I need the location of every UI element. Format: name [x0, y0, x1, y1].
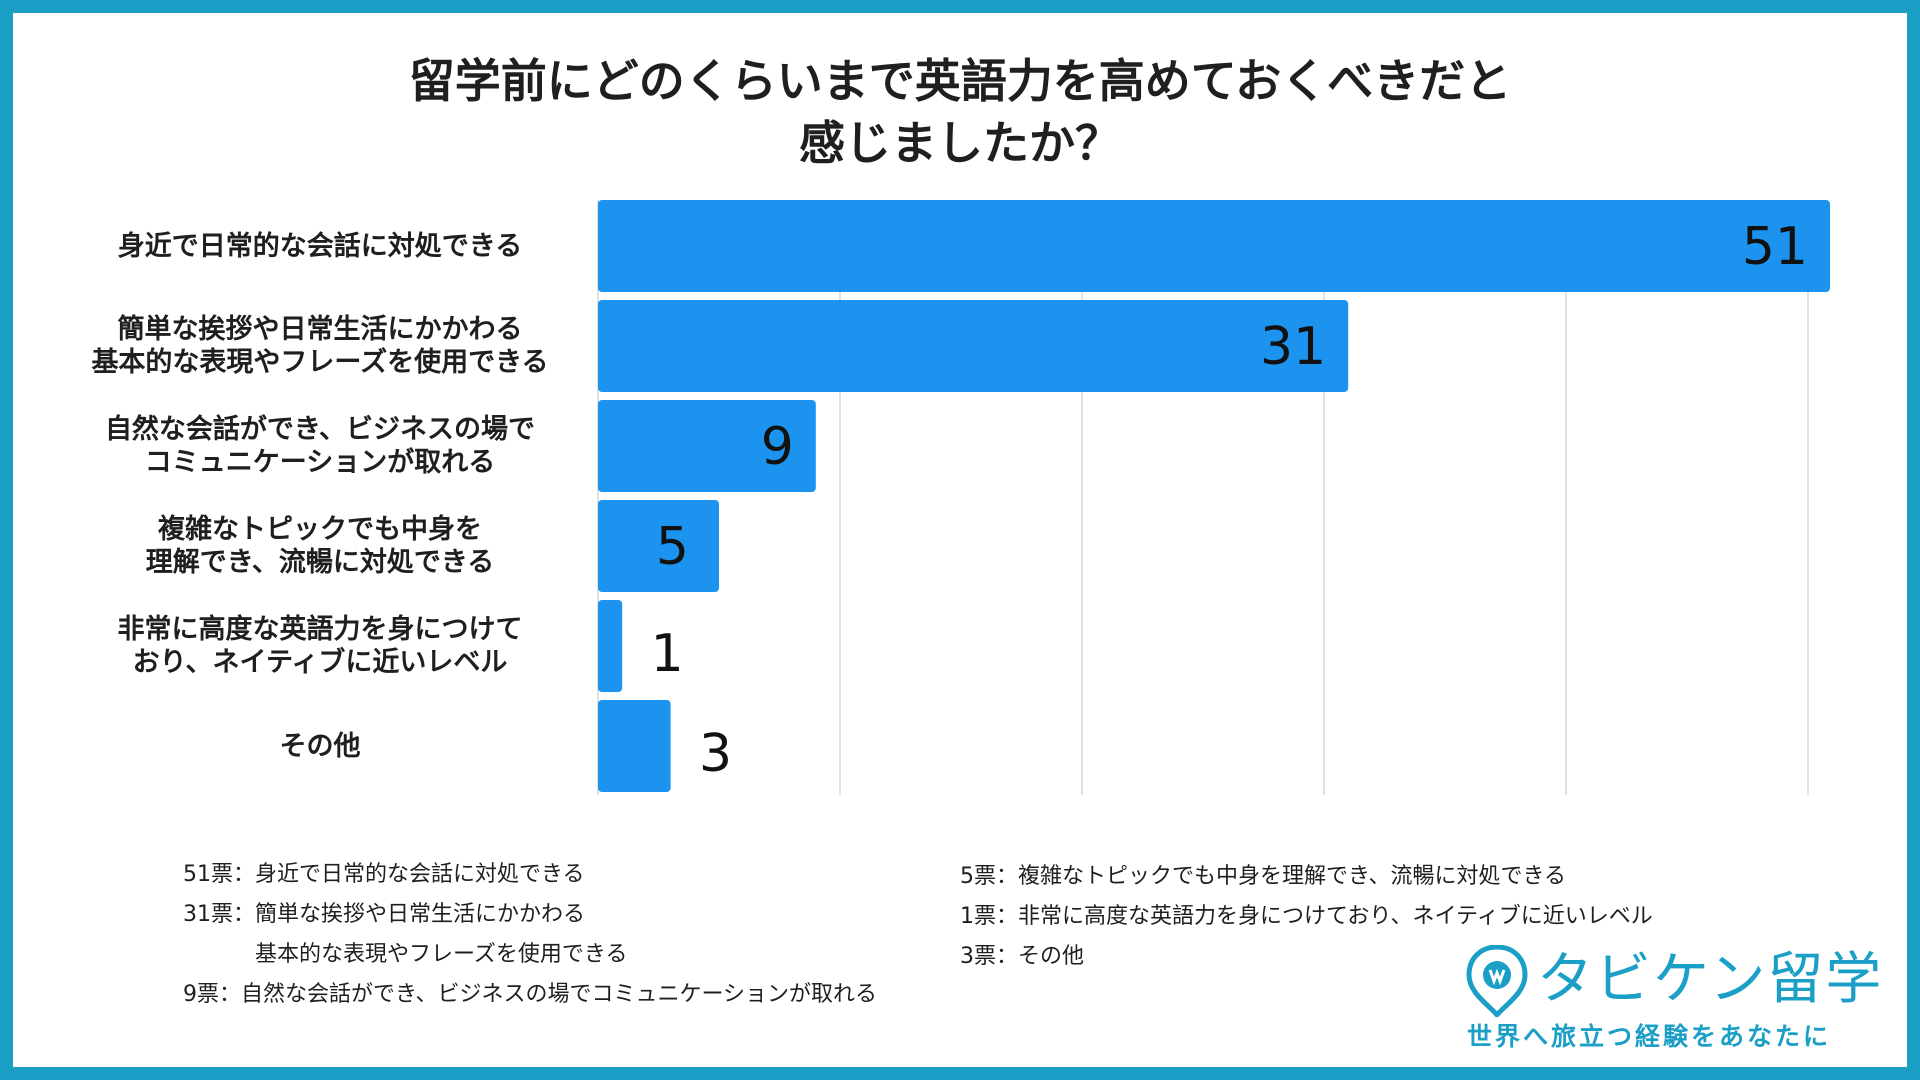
legend-votes: 5票： [960, 864, 1018, 889]
category-label-1: 身近で日常的な会話に対処できる [30, 230, 610, 263]
bar-value-label-4: 5 [656, 517, 689, 577]
legend-right-item-2: 1票： 非常に高度な英語力を身につけており、ネイティブに近いレベル [960, 897, 1653, 937]
legend-votes: 31票： [183, 902, 255, 927]
chart-title: 留学前にどのくらいまで英語力を高めておくべきだと 感じましたか？ [0, 50, 1920, 174]
category-label-2: 簡単な挨拶や日常生活にかかわる 基本的な表現やフレーズを使用できる [30, 313, 610, 379]
legend-text: 非常に高度な英語力を身につけており、ネイティブに近いレベル [1018, 904, 1653, 929]
category-label-line: 基本的な表現やフレーズを使用できる [91, 347, 549, 378]
legend-left: 51票： 身近で日常的な会話に対処できる 31票： 簡単な挨拶や日常生活にかかわる 基本… [183, 855, 877, 1015]
legend-votes: 51票： [183, 862, 255, 887]
bar-3 [598, 400, 816, 492]
category-label-3: 自然な会話ができ、ビジネスの場で コミュニケーションが取れる [30, 413, 610, 479]
chart-title-line-1: 留学前にどのくらいまで英語力を高めておくべきだと [408, 54, 1512, 108]
bar-value-label-6: 3 [699, 724, 732, 784]
category-label-5: 非常に高度な英語力を身につけて おり、ネイティブに近いレベル [30, 613, 610, 679]
legend-text: 基本的な表現やフレーズを使用できる [255, 942, 628, 967]
category-label-line: 自然な会話ができ、ビジネスの場で [104, 414, 536, 445]
bar-value-label-1: 51 [1742, 217, 1808, 277]
bar-value-label-2: 31 [1260, 317, 1326, 377]
legend-text: その他 [1018, 944, 1085, 969]
legend-right-item-3: 3票： その他 [960, 937, 1653, 977]
legend-left-item-1: 51票： 身近で日常的な会話に対処できる [183, 855, 877, 895]
category-label-4: 複雑なトピックでも中身を 理解でき、流暢に対処できる [30, 513, 610, 579]
legend-text: 自然な会話ができ、ビジネスの場でコミュニケーションが取れる [241, 982, 878, 1007]
category-label-line: 身近で日常的な会話に対処できる [117, 230, 523, 262]
legend-right-item-1: 5票： 複雑なトピックでも中身を理解でき、流暢に対処できる [960, 857, 1653, 897]
bar-5 [598, 600, 623, 692]
legend-votes: 3票： [960, 944, 1018, 969]
category-label-6: その他 [30, 730, 610, 763]
bar-value-label-3: 9 [761, 417, 794, 477]
legend-right: 5票： 複雑なトピックでも中身を理解でき、流暢に対処できる 1票： 非常に高度な英語力… [960, 857, 1653, 977]
category-label-line: 理解でき、流暢に対処できる [145, 547, 495, 578]
location-pin-icon [1466, 945, 1528, 1017]
legend-left-item-2: 31票： 簡単な挨拶や日常生活にかかわる基本的な表現やフレーズを使用できる [183, 895, 877, 975]
category-label-line: 非常に高度な英語力を身につけて [117, 614, 523, 645]
legend-text: 簡単な挨拶や日常生活にかかわる [255, 902, 586, 927]
bar-6 [598, 700, 671, 792]
bar-4 [598, 500, 719, 592]
category-label-line: 複雑なトピックでも中身を [158, 514, 482, 545]
legend-votes: 1票： [960, 904, 1018, 929]
bar-1 [598, 200, 1830, 292]
bar-value-label-5: 1 [651, 624, 684, 684]
legend-text: 複雑なトピックでも中身を理解でき、流暢に対処できる [1018, 864, 1567, 889]
legend-text: 身近で日常的な会話に対処できる [255, 862, 585, 887]
legend-votes: 9票： [183, 982, 241, 1007]
chart-title-line-2: 感じましたか？ [799, 116, 1121, 170]
logo-name: タビケン留学 [1537, 947, 1884, 1012]
legend-left-item-3: 9票： 自然な会話ができ、ビジネスの場でコミュニケーションが取れる [183, 975, 877, 1015]
category-label-line: その他 [279, 730, 361, 762]
category-label-line: コミュニケーションが取れる [144, 447, 496, 478]
bar-2 [598, 300, 1349, 392]
logo-tagline: 世界へ旅立つ経験をあなたに [1467, 1022, 1832, 1051]
chart-frame [13, 13, 1907, 1067]
category-label-line: 簡単な挨拶や日常生活にかかわる [117, 314, 523, 345]
category-label-line: おり、ネイティブに近いレベル [132, 647, 508, 678]
brand-logo: タビケン留学 世界へ旅立つ経験をあなたに [1465, 945, 1881, 1055]
